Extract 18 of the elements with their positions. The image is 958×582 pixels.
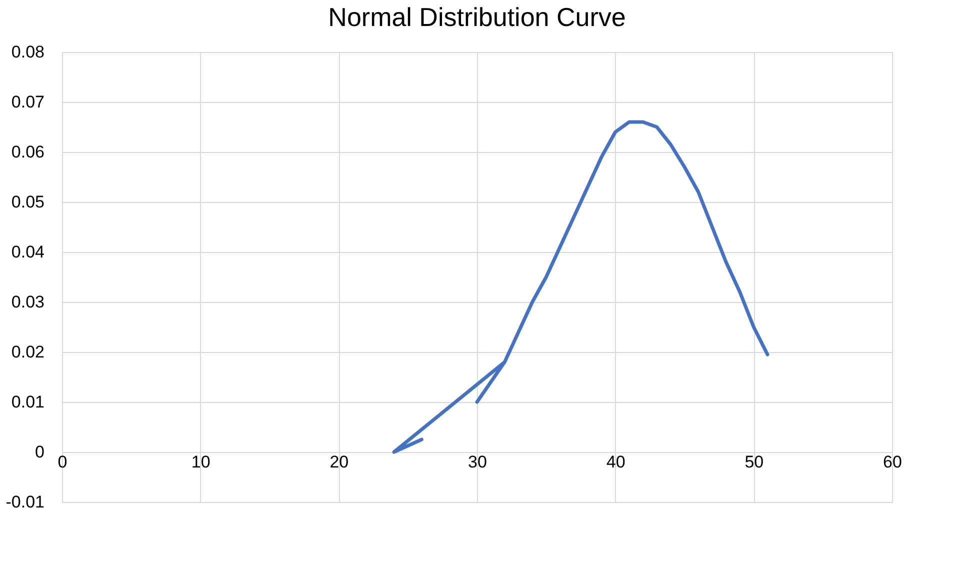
y-tick-label: 0.05	[11, 192, 44, 212]
line-series	[392, 120, 770, 454]
chart-title: Normal Distribution Curve	[328, 2, 626, 32]
x-tick-label: 50	[744, 452, 764, 472]
y-tick-label: 0.01	[11, 392, 44, 412]
x-tick-label: 40	[606, 452, 626, 472]
y-tick-label: 0.03	[11, 292, 44, 312]
y-tick-label: -0.01	[6, 492, 44, 512]
y-tick-label: 0.02	[11, 342, 44, 362]
x-tick-label: 60	[883, 452, 902, 472]
x-tick-label: 20	[330, 452, 349, 472]
y-tick-label: 0.08	[11, 42, 44, 62]
x-tick-label: 0	[58, 452, 68, 472]
x-tick-label: 30	[468, 452, 487, 472]
y-tick-label: 0.04	[11, 242, 44, 262]
x-tick-label: 10	[191, 452, 210, 472]
y-tick-label: 0.07	[11, 92, 44, 112]
y-tick-label: 0.06	[11, 142, 44, 162]
